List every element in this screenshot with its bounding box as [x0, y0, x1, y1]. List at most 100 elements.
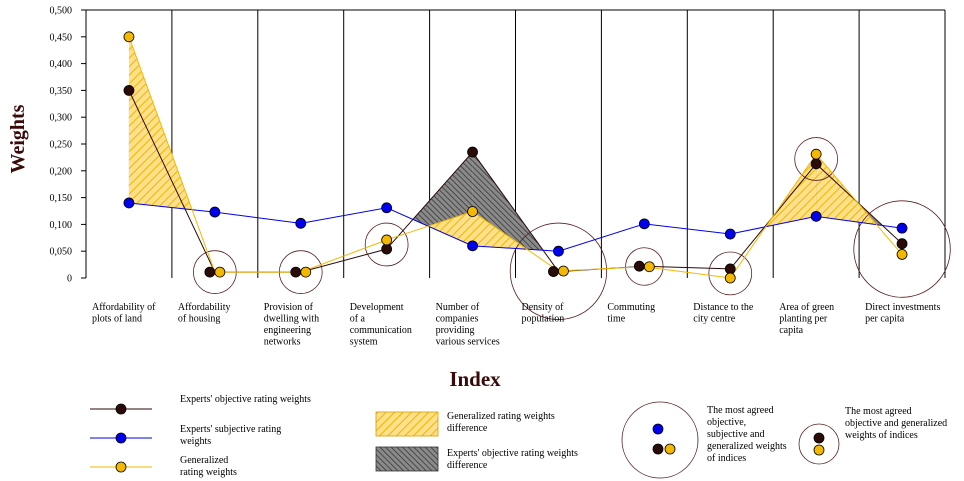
- objective-point: [204, 266, 216, 278]
- x-tick-label: Area of green planting per capita: [779, 302, 834, 336]
- legend-gen-diff-line1: Generalized rating weights: [447, 411, 555, 422]
- subjective-point: [295, 217, 307, 229]
- subjective-point: [724, 228, 736, 240]
- subjective-point: [209, 206, 221, 218]
- x-tick-label: Direct investments per capita: [865, 302, 940, 325]
- generalized-series-line: [128, 36, 903, 279]
- plot-area: [85, 9, 951, 320]
- generalized-point: [214, 266, 226, 278]
- generalized-point: [467, 206, 478, 217]
- agreement-circle: [509, 222, 608, 320]
- subjective-point: [810, 210, 822, 222]
- x-tick-label-line: population: [522, 314, 565, 325]
- agreement-circle: [708, 251, 753, 296]
- legend-agreed-all-circle: [621, 401, 699, 479]
- subjective-point: [896, 222, 908, 234]
- x-tick-label-line: of housing: [178, 314, 221, 325]
- x-tick-label-line: plots of land: [92, 314, 142, 325]
- legend-objective-difference-swatch: [375, 446, 439, 472]
- y-tick-label: 0,450: [50, 32, 73, 43]
- generalized-point: [300, 266, 312, 278]
- generalized-point: [896, 249, 908, 260]
- agreement-circle: [853, 200, 951, 298]
- objective-point: [123, 85, 135, 96]
- x-tick-label-line: Affordability of: [92, 302, 156, 313]
- subjective-point: [553, 245, 564, 257]
- y-tick-label: 0: [67, 274, 72, 285]
- x-tick-label-line: time: [607, 314, 625, 325]
- legend-generalized-marker: [115, 461, 127, 473]
- y-axis-ticks: 0 0,050 0,100 0,150 0,200 0,250 0,300 0,350 0,40…: [50, 6, 86, 285]
- objective-point: [381, 243, 393, 255]
- x-axis-categories: Affordability of plots of landAffordabili…: [92, 302, 940, 348]
- objective-point: [548, 266, 559, 277]
- legend-agreed-two-black-marker: [813, 432, 825, 444]
- y-tick-label: 0,200: [50, 166, 73, 177]
- legend-objective-label: Experts' objective rating weights: [180, 394, 311, 405]
- x-tick-label-line: various services: [436, 337, 500, 348]
- legend-generalized-line1: Generalized: [180, 455, 228, 466]
- y-axis-label: Weights: [7, 104, 29, 173]
- legend-agreed-two-line1: The most agreed: [845, 406, 912, 417]
- legend-subjective-marker: [115, 432, 127, 444]
- x-tick-label-line: Area of green: [779, 302, 834, 313]
- x-tick-label-line: city centre: [693, 314, 735, 325]
- legend-subjective-label: Experts' subjective rating weights: [180, 424, 284, 447]
- legend-gen-diff-line2: difference: [447, 423, 488, 434]
- x-tick-label: Affordability of plots of land: [92, 302, 156, 325]
- y-tick-label: 0,150: [50, 193, 73, 204]
- legend-obj-diff-line1: Experts' objective rating weights: [447, 448, 578, 459]
- objective-point: [290, 266, 302, 278]
- x-tick-label: Number of companies providing various servi…: [436, 302, 500, 348]
- generalized-difference-area: [428, 211, 473, 246]
- x-axis-label: Index: [449, 367, 501, 391]
- legend-obj-diff-line2: difference: [447, 460, 488, 471]
- legend-agreed-all-label: The most agreed objective, subjective an…: [707, 405, 789, 464]
- x-tick-label-line: Commuting: [607, 302, 655, 313]
- objective-point: [724, 263, 736, 275]
- generalized-point: [558, 265, 569, 277]
- legend-agreed-all-yellow-marker: [664, 443, 676, 455]
- legend-agreed-all-line5: of indices: [707, 453, 746, 464]
- legend-objective-marker: [115, 403, 127, 415]
- legend-agreed-all-blue-marker: [652, 423, 664, 435]
- x-tick-label-line: Distance to the: [693, 302, 754, 313]
- y-tick-label: 0,400: [50, 59, 73, 70]
- x-tick-label-line: providing: [436, 325, 475, 336]
- generalized-point: [810, 148, 822, 160]
- legend-agreed-two-line2: objective and generalized: [845, 418, 947, 429]
- objective-point: [810, 158, 822, 170]
- subjective-series-line: [128, 202, 903, 252]
- x-tick-label-line: Development: [350, 302, 404, 313]
- x-tick-label: Distance to the city centre: [693, 302, 754, 325]
- x-tick-label-line: Number of: [436, 302, 480, 313]
- objective-point: [467, 146, 478, 158]
- x-tick-label-line: capita: [779, 325, 803, 336]
- legend-agreed-all-black-marker: [652, 443, 664, 455]
- legend-agreed-all-line4: generalized weights: [707, 441, 787, 452]
- legend-agreed-two-label: The most agreed objective and generalize…: [845, 406, 950, 441]
- subjective-point: [467, 240, 478, 252]
- x-tick-label-line: communication: [350, 325, 412, 336]
- legend-subjective-line2: weights: [180, 436, 211, 447]
- generalized-point: [381, 234, 393, 246]
- agreement-circle: [364, 222, 409, 267]
- y-tick-label: 0,100: [50, 220, 73, 231]
- x-tick-label: Density of population: [522, 302, 565, 325]
- x-tick-label-line: dwelling with: [264, 314, 319, 325]
- generalized-point: [123, 31, 135, 43]
- x-tick-label-line: per capita: [865, 314, 905, 325]
- x-tick-label: Commuting time: [607, 302, 655, 325]
- legend-agreed-two-line3: weights of indices: [845, 430, 918, 441]
- x-tick-label-line: system: [350, 337, 378, 348]
- x-tick-label-line: Affordability: [178, 302, 231, 313]
- x-tick-label-line: networks: [264, 337, 301, 348]
- x-tick-label-line: Provision of: [264, 302, 314, 313]
- x-tick-label: Affordability of housing: [178, 302, 231, 325]
- legend: Experts' objective rating weights Expert…: [90, 394, 950, 479]
- subjective-point: [123, 197, 135, 209]
- subjective-point: [381, 202, 393, 214]
- x-tick-label-line: engineering: [264, 325, 311, 336]
- legend-agreed-all-line3: subjective and: [707, 429, 764, 440]
